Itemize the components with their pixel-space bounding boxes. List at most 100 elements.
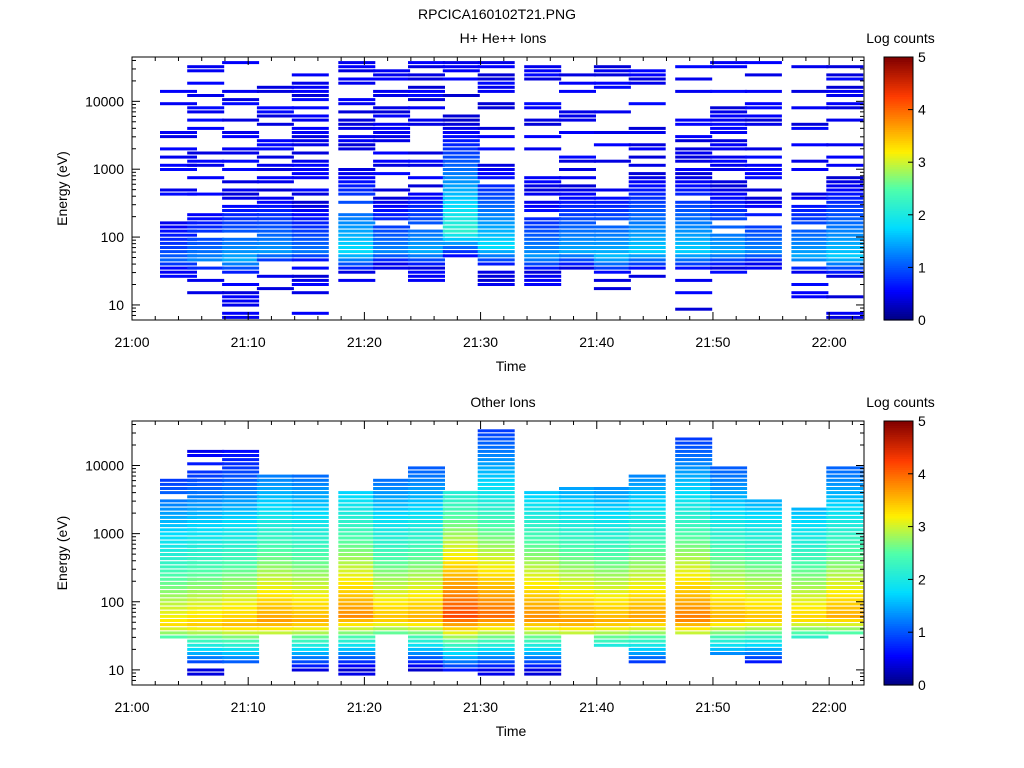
heatmap-cell bbox=[338, 532, 376, 536]
heatmap-cell bbox=[442, 159, 480, 163]
colorbar-tick-label: 4 bbox=[918, 102, 926, 118]
heatmap-cell bbox=[559, 204, 596, 208]
heatmap-cell bbox=[187, 478, 225, 482]
heatmap-cell bbox=[291, 652, 329, 655]
heatmap-cell bbox=[593, 110, 631, 114]
heatmap-cell bbox=[791, 246, 829, 249]
heatmap-cell bbox=[477, 652, 515, 655]
heatmap-cell bbox=[338, 61, 376, 65]
heatmap-cell bbox=[442, 569, 480, 573]
heatmap-cell bbox=[338, 643, 376, 647]
heatmap-cell bbox=[291, 258, 329, 262]
heatmap-cell bbox=[160, 561, 197, 565]
heatmap-cell bbox=[373, 482, 411, 486]
heatmap-cell bbox=[710, 188, 748, 192]
colorbar-segment bbox=[884, 671, 913, 675]
heatmap-cell bbox=[710, 581, 748, 585]
heatmap-cell bbox=[160, 487, 197, 490]
heatmap-cell bbox=[256, 209, 294, 212]
heatmap-cell bbox=[826, 200, 864, 204]
colorbar-segment bbox=[884, 636, 913, 640]
heatmap-cell bbox=[222, 623, 260, 627]
heatmap-cell bbox=[256, 163, 294, 167]
heatmap-cell bbox=[710, 204, 748, 208]
heatmap-cell bbox=[744, 262, 782, 266]
heatmap-cell bbox=[373, 73, 411, 77]
heatmap-cell bbox=[408, 217, 445, 221]
colorbar-segment bbox=[884, 581, 913, 585]
heatmap-cell bbox=[710, 470, 748, 474]
heatmap-cell bbox=[256, 176, 294, 180]
colorbar-segment bbox=[884, 449, 913, 453]
heatmap-cell bbox=[338, 499, 376, 503]
heatmap-cell bbox=[442, 237, 480, 241]
heatmap-cell bbox=[187, 449, 225, 453]
heatmap-cell bbox=[338, 491, 376, 495]
heatmap-cell bbox=[710, 237, 748, 241]
heatmap-cell bbox=[628, 209, 666, 212]
heatmap-cell bbox=[256, 520, 294, 523]
heatmap-cell bbox=[160, 590, 197, 594]
x-tick-label: 21:10 bbox=[231, 334, 266, 350]
heatmap-cell bbox=[628, 557, 666, 561]
colorbar-tick-label: 2 bbox=[918, 571, 926, 587]
heatmap-cell bbox=[593, 241, 631, 245]
heatmap-cell bbox=[222, 594, 260, 598]
colorbar-segment bbox=[884, 186, 913, 190]
heatmap-cell bbox=[628, 172, 666, 176]
heatmap-cell bbox=[256, 474, 294, 478]
heatmap-cell bbox=[477, 81, 515, 85]
heatmap-cell bbox=[675, 540, 713, 544]
heatmap-cell bbox=[524, 192, 562, 196]
heatmap-cell bbox=[477, 458, 515, 462]
heatmap-cell bbox=[408, 606, 445, 610]
heatmap-cell bbox=[408, 536, 445, 540]
heatmap-cell bbox=[373, 89, 411, 93]
heatmap-cell bbox=[256, 573, 294, 577]
heatmap-cell bbox=[744, 639, 782, 643]
heatmap-cell bbox=[524, 540, 562, 544]
heatmap-cell bbox=[408, 163, 445, 167]
heatmap-cell bbox=[744, 122, 782, 126]
heatmap-cell bbox=[826, 544, 864, 548]
heatmap-cell bbox=[256, 110, 294, 114]
colorbar-segment bbox=[884, 605, 913, 609]
heatmap-cell bbox=[628, 577, 666, 581]
heatmap-cell bbox=[744, 569, 782, 573]
heatmap-cell bbox=[675, 184, 713, 188]
heatmap-cell bbox=[408, 635, 445, 639]
heatmap-cell bbox=[373, 569, 411, 573]
heatmap-cell bbox=[408, 664, 445, 668]
heatmap-cell bbox=[187, 553, 225, 556]
heatmap-cell bbox=[187, 159, 225, 163]
heatmap-cell bbox=[710, 466, 748, 470]
heatmap-cell bbox=[338, 536, 376, 540]
heatmap-cell bbox=[477, 532, 515, 536]
heatmap-cell bbox=[524, 536, 562, 540]
heatmap-cell bbox=[442, 548, 480, 552]
heatmap-cell bbox=[222, 458, 260, 462]
heatmap-cell bbox=[744, 594, 782, 598]
heatmap-cell bbox=[593, 81, 631, 85]
heatmap-cell bbox=[256, 614, 294, 618]
heatmap-cell bbox=[628, 639, 666, 643]
colorbar-segment bbox=[884, 561, 913, 565]
heatmap-cell bbox=[291, 229, 329, 233]
colorbar-frame bbox=[883, 56, 914, 321]
heatmap-cell bbox=[408, 656, 445, 660]
heatmap-cell bbox=[373, 581, 411, 585]
colorbar-segment bbox=[884, 199, 913, 203]
colorbar bbox=[884, 421, 913, 686]
heatmap-cell bbox=[442, 209, 480, 212]
heatmap-cell bbox=[710, 258, 748, 262]
heatmap-cell bbox=[524, 548, 562, 552]
heatmap-cell bbox=[524, 135, 562, 139]
y-tick-label: 1000 bbox=[93, 161, 124, 177]
colorbar-segment bbox=[884, 164, 913, 168]
heatmap-cell bbox=[826, 631, 864, 635]
heatmap-cell bbox=[160, 557, 197, 561]
heatmap-cell bbox=[477, 262, 515, 266]
colorbar-tick-label: 1 bbox=[918, 259, 926, 275]
heatmap-cell bbox=[791, 540, 829, 544]
colorbar-segment bbox=[884, 111, 913, 115]
